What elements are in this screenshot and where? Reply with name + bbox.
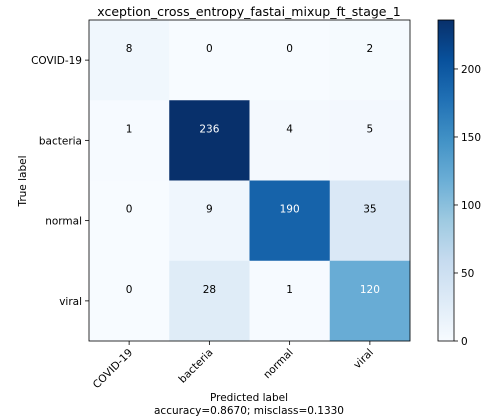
x-tick-label-normal: normal bbox=[261, 347, 296, 382]
colorbar-tick-label-200: 200 bbox=[461, 64, 481, 76]
heatmap-cell-0-2 bbox=[249, 20, 331, 101]
cell-value-label-1-2: 4 bbox=[286, 123, 293, 135]
heatmap-cell-0-0 bbox=[89, 20, 170, 101]
plot-frame bbox=[88, 19, 411, 342]
cell-value-label-2-2: 190 bbox=[280, 204, 300, 216]
x-axis-label: Predicted label bbox=[210, 392, 288, 404]
colorbar bbox=[437, 19, 455, 342]
x-tick-label-viral: viral bbox=[351, 347, 376, 372]
heatmap-cell-1-0 bbox=[89, 100, 170, 181]
heatmap-cell-2-3 bbox=[329, 180, 411, 262]
x-tick-label-bacteria: bacteria bbox=[177, 347, 216, 386]
cell-value-label-1-1: 236 bbox=[199, 123, 219, 135]
colorbar-tick-label-0: 0 bbox=[461, 336, 468, 348]
x-tick-label-covid-19: COVID-19 bbox=[91, 347, 136, 392]
y-tick-label-bacteria: bacteria bbox=[39, 135, 82, 147]
x-axis-sublabel: accuracy=0.8670; misclass=0.1330 bbox=[154, 405, 344, 417]
cell-value-label-0-3: 2 bbox=[367, 43, 374, 55]
colorbar-tick-label-150: 150 bbox=[461, 132, 481, 144]
heatmap-cell-3-1 bbox=[169, 260, 250, 342]
heatmap-cell-0-3 bbox=[329, 20, 411, 101]
cell-value-label-1-0: 1 bbox=[126, 123, 133, 135]
cell-value-label-3-2: 1 bbox=[286, 284, 293, 296]
y-tick-label-covid-19: COVID-19 bbox=[31, 55, 82, 67]
y-axis-label: True label bbox=[17, 155, 29, 207]
cell-value-label-0-0: 8 bbox=[126, 43, 133, 55]
heatmap-cell-0-1 bbox=[169, 20, 250, 101]
colorbar-tick-label-100: 100 bbox=[461, 200, 481, 212]
y-tick-label-normal: normal bbox=[45, 216, 82, 228]
heatmap-cells bbox=[89, 20, 411, 342]
colorbar-tick-label-50: 50 bbox=[461, 268, 474, 280]
cell-value-label-2-3: 35 bbox=[363, 204, 376, 216]
heatmap-cell-labels: 8 0 0 2 1 236 4 5 0 9 190 35 0 28 1 120 bbox=[126, 43, 380, 296]
heatmap-cell-1-1 bbox=[169, 100, 250, 181]
cell-value-label-0-2: 0 bbox=[286, 43, 293, 55]
heatmap-cell-3-0 bbox=[89, 260, 170, 342]
cell-value-label-3-0: 0 bbox=[126, 284, 133, 296]
cell-value-label-3-3: 120 bbox=[360, 284, 380, 296]
heatmap-cell-2-2 bbox=[249, 180, 331, 262]
heatmap-cell-3-3 bbox=[329, 260, 411, 342]
cell-value-label-0-1: 0 bbox=[206, 43, 213, 55]
y-axis-ticks: COVID-19 bacteria normal viral bbox=[31, 55, 89, 308]
heatmap-cell-3-2 bbox=[249, 260, 331, 342]
cell-value-label-3-1: 28 bbox=[203, 284, 216, 296]
heatmap-cell-1-3 bbox=[329, 100, 411, 181]
heatmap-cell-1-2 bbox=[249, 100, 331, 181]
x-axis-ticks: COVID-19 bacteria normal viral bbox=[91, 341, 376, 391]
chart-title: xception_cross_entropy_fastai_mixup_ft_s… bbox=[97, 4, 400, 19]
heatmap-cell-2-0 bbox=[89, 180, 170, 262]
cell-value-label-2-0: 0 bbox=[126, 204, 133, 216]
heatmap-cell-2-1 bbox=[169, 180, 250, 262]
cell-value-label-1-3: 5 bbox=[367, 123, 374, 135]
y-tick-label-viral: viral bbox=[59, 296, 82, 308]
cell-value-label-2-1: 9 bbox=[206, 204, 213, 216]
colorbar-ticks: 0 50 100 150 200 bbox=[454, 64, 481, 348]
